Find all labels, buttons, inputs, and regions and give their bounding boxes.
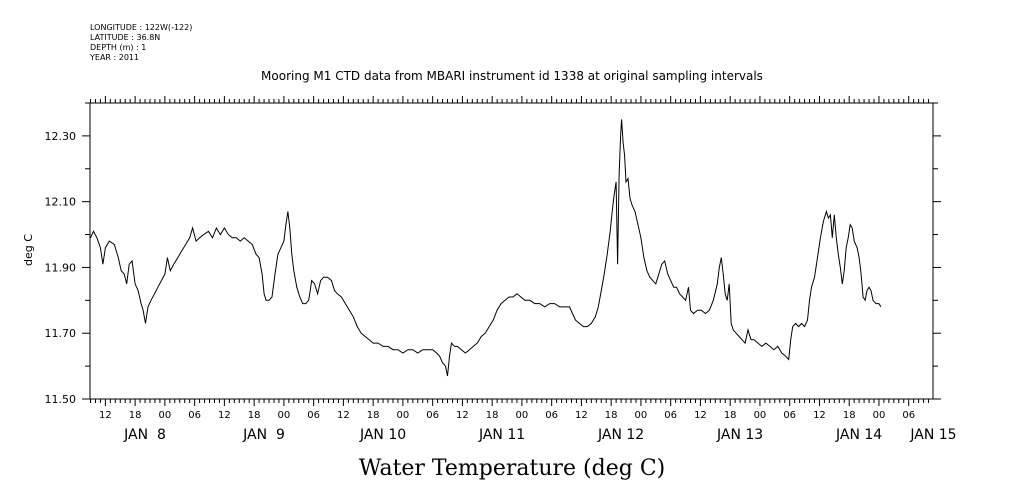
x-hour-tick-label: 06 [783, 410, 796, 421]
x-hour-tick-label: 00 [278, 410, 291, 421]
x-axis-label: Water Temperature (deg C) [359, 456, 666, 481]
y-tick-labels: 12.30 12.10 11.90 11.70 11.50 [45, 130, 77, 406]
y-tick-label: 12.30 [45, 130, 77, 143]
x-hour-tick-label: 12 [337, 410, 350, 421]
y-tick-label: 11.70 [45, 327, 77, 340]
x-hour-tick-label: 00 [873, 410, 886, 421]
x-hour-tick-label: 06 [307, 410, 320, 421]
plot-frame [89, 102, 934, 400]
depth-label: DEPTH (m) : 1 [90, 43, 146, 52]
x-day-label: JAN 9 [242, 427, 285, 443]
chart-title: Mooring M1 CTD data from MBARI instrumen… [261, 69, 763, 83]
x-hour-tick-label: 06 [902, 410, 915, 421]
x-day-label: JAN 11 [478, 427, 525, 443]
x-hour-tick-label: 12 [456, 410, 469, 421]
x-day-label: JAN 13 [716, 427, 763, 443]
x-hour-tick-label: 18 [248, 410, 261, 421]
x-hour-tick-label: 06 [426, 410, 439, 421]
x-day-label: JAN 10 [359, 427, 406, 443]
y-tick-label: 12.10 [45, 196, 77, 209]
x-hour-tick-label: 00 [159, 410, 172, 421]
x-hour-tick-label: 06 [545, 410, 558, 421]
x-day-label: JAN 14 [835, 427, 882, 443]
x-hour-tick-label: 06 [188, 410, 201, 421]
latitude-label: LATITUDE : 36.8N [90, 33, 160, 42]
x-hour-tick-label: 12 [99, 410, 112, 421]
x-hour-tick-label: 18 [367, 410, 380, 421]
x-hour-tick-label: 18 [129, 410, 142, 421]
x-hour-tick-label: 00 [516, 410, 529, 421]
y-tick-label: 11.90 [45, 261, 77, 274]
x-day-label: JAN 12 [597, 427, 644, 443]
x-hour-tick-label: 00 [754, 410, 767, 421]
x-day-label: JAN 8 [123, 427, 166, 443]
x-hour-tick-label: 18 [605, 410, 618, 421]
x-hour-tick-label: 00 [635, 410, 648, 421]
series-line [90, 119, 882, 377]
longitude-label: LONGITUDE : 122W(-122) [90, 23, 192, 32]
x-hour-tick-label: 12 [813, 410, 826, 421]
x-hour-tick-label: 06 [664, 410, 677, 421]
header-block: LONGITUDE : 122W(-122) LATITUDE : 36.8N … [89, 23, 192, 62]
x-hour-tick-label: 18 [486, 410, 499, 421]
x-tick-labels: 12 18 00 06 12 18 00 06 12 18 00 06 12 18 00 06 12 18 00 06… [99, 410, 915, 421]
x-day-labels: JAN 8 JAN 9 JAN 10 JAN 11 JAN 12 JAN 13 JAN 14… [123, 427, 956, 443]
x-hour-tick-label: 00 [397, 410, 410, 421]
x-day-label: JAN 15 [909, 427, 956, 443]
x-hour-tick-label: 12 [218, 410, 231, 421]
x-hour-tick-label: 18 [724, 410, 737, 421]
x-hour-tick-label: 18 [843, 410, 856, 421]
x-hour-tick-label: 12 [694, 410, 707, 421]
y-tick-label: 11.50 [45, 393, 77, 406]
year-label: YEAR : 2011 [89, 53, 139, 62]
y-axis-label: deg C [22, 234, 35, 266]
x-hour-tick-label: 12 [575, 410, 588, 421]
axis-ticks [82, 96, 941, 406]
